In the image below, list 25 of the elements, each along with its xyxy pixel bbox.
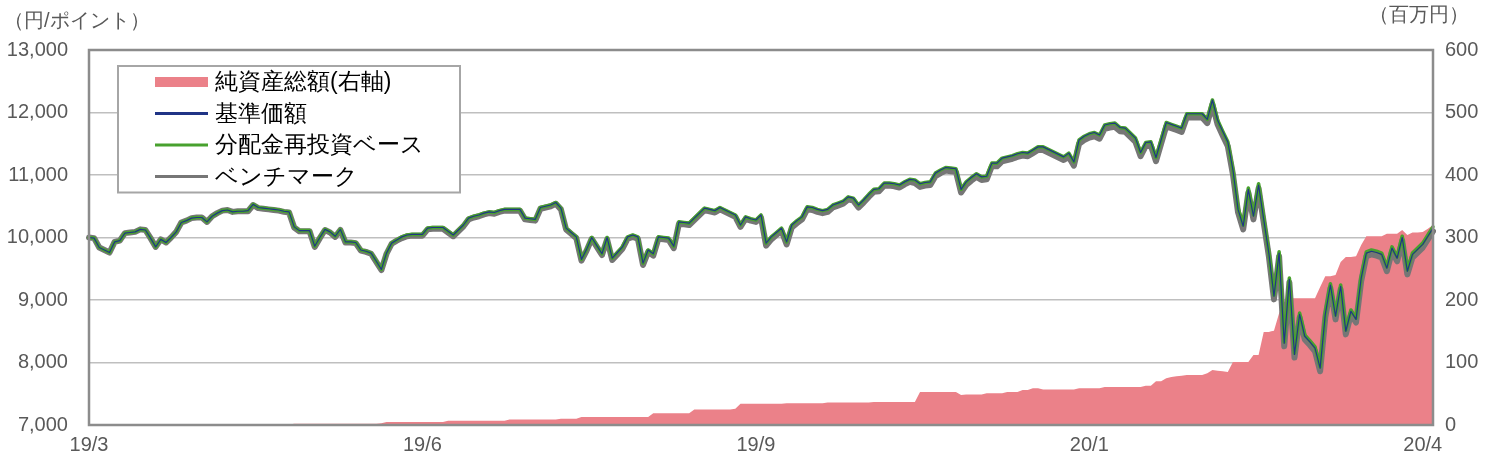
y2-axis-title: （百万円） [1369,2,1469,25]
y2-tick-label: 100 [1445,350,1479,373]
y-tick-label: 9,000 [17,287,68,310]
legend-label: 分配金再投資ベース [215,131,424,158]
y2-tick-label: 600 [1445,37,1479,60]
y-tick-label: 12,000 [6,100,68,123]
x-tick-label: 20/1 [1069,432,1109,455]
y-axis-title: （円/ポイント） [4,8,150,31]
y-tick-label: 7,000 [17,412,68,435]
x-tick-label: 19/9 [736,432,776,455]
y2-tick-label: 0 [1445,412,1457,435]
y2-tick-label: 300 [1445,225,1479,248]
y2-tick-label: 200 [1445,287,1479,310]
legend-label: ベンチマーク [215,162,358,189]
y2-tick-label: 400 [1445,162,1479,185]
x-tick-label: 19/3 [69,432,109,455]
x-tick-label: 20/4 [1403,432,1443,455]
y-tick-label: 10,000 [6,225,68,248]
y-tick-label: 13,000 [6,37,68,60]
y-tick-label: 8,000 [17,350,68,373]
y-tick-label: 11,000 [8,162,68,185]
y2-tick-label: 500 [1445,100,1479,123]
legend-label: 基準価額 [215,99,307,126]
legend-label: 純資産総額(右軸) [215,68,392,95]
x-tick-label: 19/6 [402,432,442,455]
